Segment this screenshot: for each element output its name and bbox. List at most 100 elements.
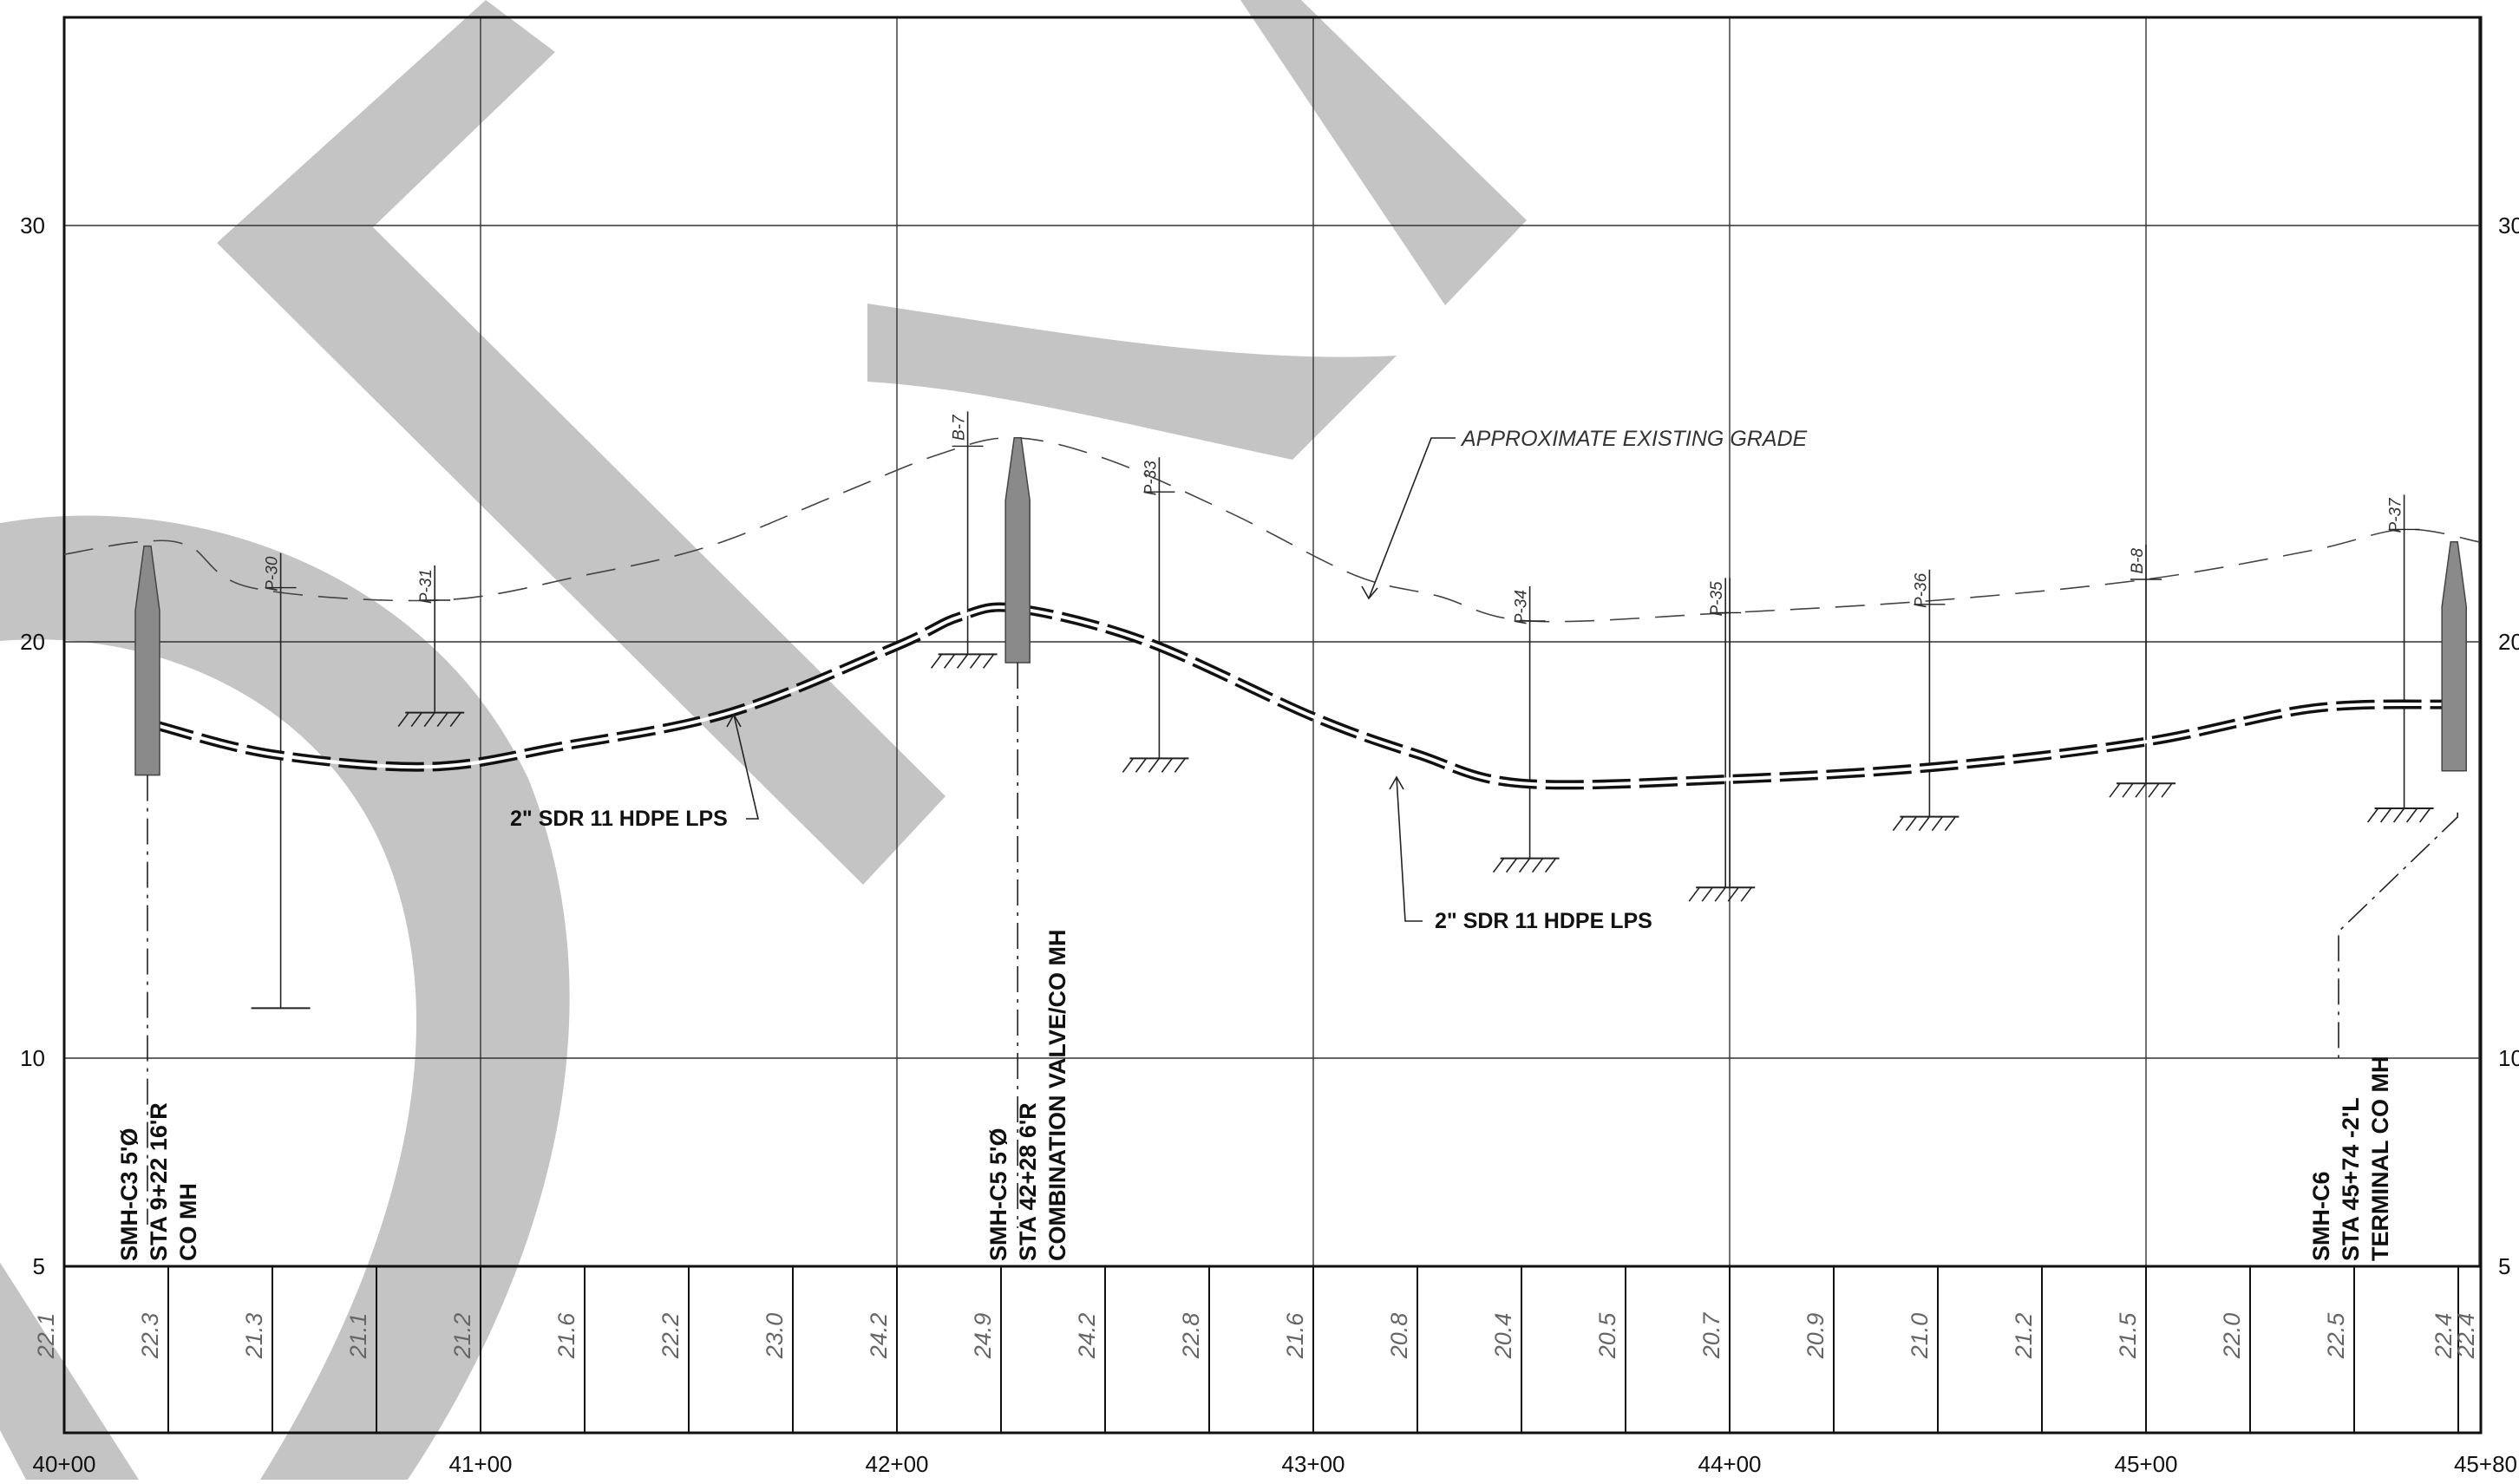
manhole-leader	[2338, 812, 2458, 1063]
manhole-shape	[1004, 437, 1030, 664]
manhole-smh-c3: SMH-C3 5'Ø STA 9+22 16'R CO MH	[116, 545, 201, 1261]
grade-elevation-13: 20.8	[1386, 1313, 1412, 1360]
manhole-smh-c5: SMH-C5 5'Ø STA 42+28 6'R COMBINATION VALVE…	[985, 437, 1070, 1261]
boring-hatch	[1492, 857, 1560, 873]
elev-label-right-30: 30	[2498, 212, 2519, 239]
boring-label: P-35	[1708, 581, 1726, 617]
grade-elevation-24: 22.4	[2453, 1313, 2479, 1360]
grade-elevation-12: 21.6	[1282, 1312, 1308, 1360]
pipe-label-2-arrow	[1389, 775, 1404, 790]
manhole-label-line-2: TERMINAL CO MH	[2367, 1056, 2393, 1262]
grade-elevation-7: 23.0	[762, 1313, 788, 1360]
grade-elevation-16: 20.7	[1698, 1312, 1724, 1360]
boring-P-30: P-30	[251, 552, 311, 1010]
boring-P-31: P-31	[397, 565, 465, 728]
station-label-45+00: 45+00	[2114, 1451, 2177, 1477]
grade-elevation-5: 21.6	[553, 1312, 579, 1360]
existing-grade-path	[63, 436, 2480, 623]
grade-elevation-2: 21.3	[241, 1313, 267, 1360]
boring-hatch	[1688, 886, 1756, 902]
grid-lines	[62, 16, 2483, 1435]
elev-label-right-20: 20	[2498, 629, 2519, 655]
station-axis-labels: 40+00 41+00 42+00 43+00 44+00 45+00 45+80	[32, 1451, 2517, 1477]
elev-label-right-10: 10	[2498, 1045, 2519, 1071]
drawing-border	[62, 16, 2483, 1435]
manhole-shape	[2441, 541, 2467, 772]
grade-elevation-15: 20.5	[1594, 1312, 1620, 1360]
manhole-label-line-0: SMH-C3 5'Ø	[116, 1128, 142, 1261]
station-label-45+80: 45+80	[2454, 1451, 2517, 1477]
station-label-43+00: 43+00	[1281, 1451, 1345, 1477]
pipe-inner	[155, 605, 2446, 787]
grade-elevation-3: 21.1	[345, 1313, 371, 1360]
pipe-label-1-arrow	[726, 713, 742, 728]
grade-elevation-23: 22.4	[2431, 1313, 2457, 1360]
station-label-44+00: 44+00	[1698, 1451, 1761, 1477]
grade-elevation-1: 22.3	[137, 1313, 163, 1360]
manhole-label-line-0: SMH-C5 5'Ø	[985, 1128, 1011, 1261]
boring-hatch	[1892, 815, 1960, 832]
grade-note-leader	[1368, 437, 1456, 599]
watermark-s-tail	[0, 1262, 139, 1480]
grade-elevation-4: 21.2	[449, 1313, 475, 1360]
boring-label: P-30	[264, 556, 282, 592]
manhole-label-line-2: COMBINATION VALVE/CO MH	[1044, 930, 1070, 1261]
grade-elevation-9: 24.9	[970, 1313, 996, 1360]
pipe-label-2: 2" SDR 11 HDPE LPS	[1435, 909, 1652, 933]
grade-note: APPROXIMATE EXISTING GRADE	[1460, 427, 1808, 451]
borings: P-30 P-31 B-7 P-33 P-34 P-35 P-36 B-8 P-37	[251, 411, 2434, 1010]
boring-label: P-37	[2387, 497, 2405, 533]
manhole-label-line-1: STA 42+28 6'R	[1015, 1102, 1041, 1261]
manhole-label-line-0: SMH-C6	[2308, 1171, 2334, 1261]
boring-P-36: P-36	[1892, 569, 1960, 832]
boring-hatch	[2109, 782, 2176, 798]
station-label-42+00: 42+00	[865, 1451, 928, 1477]
boring-P-37: P-37	[2366, 494, 2434, 823]
boring-label: P-31	[417, 569, 435, 604]
boring-P-34: P-34	[1492, 586, 1560, 873]
grade-elevation-table: 22.1 22.3 21.3 21.1 21.2 21.6 22.2 23.0 24.2 24.9…	[33, 1265, 2481, 1433]
grade-elevation-19: 21.2	[2011, 1313, 2037, 1360]
boring-label: P-36	[1912, 572, 1930, 608]
manhole-label-line-1: STA 9+22 16'R	[146, 1102, 172, 1261]
grade-elevation-14: 20.4	[1490, 1313, 1516, 1360]
grade-elevation-18: 21.0	[1907, 1313, 1933, 1360]
elevation-axis-labels: 30 30 20 20 10 10 5 5	[20, 212, 2519, 1279]
watermark-r-leg	[1240, 0, 1527, 305]
manholes: SMH-C3 5'Ø STA 9+22 16'R CO MH SMH-C5 5'Ø ST…	[116, 437, 2467, 1262]
boring-hatch	[1122, 757, 1189, 773]
manhole-shape	[134, 545, 160, 776]
grade-elevation-22: 22.5	[2323, 1312, 2349, 1360]
manhole-label-line-1: STA 45+74 -2'L	[2338, 1097, 2364, 1261]
pipe-label-1-leader	[733, 714, 760, 820]
hdpe-pipe-profile	[154, 602, 2446, 790]
boring-P-35: P-35	[1688, 578, 1756, 902]
elev-label-left-10: 10	[20, 1045, 45, 1071]
boring-P-33: P-33	[1122, 457, 1189, 773]
watermark-r-bowl	[867, 304, 1397, 460]
station-label-41+00: 41+00	[448, 1451, 512, 1477]
manhole-label-line-2: CO MH	[175, 1183, 201, 1261]
boring-label: P-33	[1142, 461, 1160, 496]
existing-grade-line	[63, 436, 2480, 623]
elev-label-left-30: 30	[20, 212, 45, 239]
grade-elevation-20: 21.5	[2115, 1312, 2141, 1360]
boring-B-8: B-8	[2109, 545, 2176, 798]
grade-elevation-0: 22.1	[33, 1313, 59, 1360]
watermark-r-stroke	[217, 0, 945, 885]
grade-note-arrow	[1361, 585, 1378, 600]
pipe-label-2-leader	[1396, 776, 1423, 922]
grade-elevation-8: 24.2	[866, 1313, 892, 1360]
grade-elevation-11: 22.8	[1178, 1313, 1204, 1360]
boring-label: B-7	[951, 414, 969, 441]
grade-elevation-21: 22.0	[2219, 1313, 2245, 1360]
grade-elevation-10: 24.2	[1074, 1313, 1100, 1360]
elev-label-right-5: 5	[2498, 1253, 2510, 1279]
elev-label-left-5: 5	[33, 1253, 45, 1279]
watermark-s-curve	[0, 515, 570, 1480]
boring-label: P-34	[1513, 590, 1531, 624]
boring-hatch	[2366, 807, 2434, 823]
profile-annotations: APPROXIMATE EXISTING GRADE 2" SDR 11 HDP…	[510, 427, 1808, 933]
